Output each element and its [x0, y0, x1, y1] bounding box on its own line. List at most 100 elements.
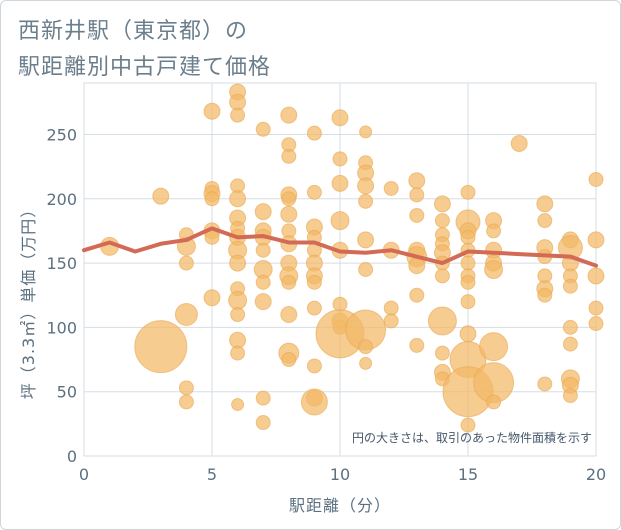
x-axis-label: 駅距離（分）	[289, 496, 391, 515]
x-tick-label: 20	[586, 465, 606, 484]
data-bubble	[588, 300, 604, 316]
data-bubble	[229, 254, 247, 272]
data-bubble	[331, 109, 349, 127]
data-bubble	[280, 306, 298, 324]
data-bubble	[178, 380, 194, 396]
data-bubble	[537, 213, 553, 229]
data-bubble	[178, 255, 194, 271]
data-bubble	[230, 107, 246, 123]
data-bubble	[254, 203, 272, 221]
data-bubble	[434, 345, 450, 361]
data-bubble	[459, 325, 477, 343]
data-bubble	[510, 134, 528, 152]
y-tick-label: 50	[57, 383, 77, 402]
data-bubble	[460, 184, 476, 200]
data-bubble	[434, 268, 450, 284]
y-tick-label: 150	[46, 254, 77, 273]
data-bubble	[204, 191, 220, 207]
y-axis-label: 坪（3.3㎡）単価（万円）	[19, 201, 38, 399]
data-bubble	[281, 274, 297, 290]
data-bubble	[359, 125, 373, 139]
data-bubble	[588, 171, 604, 187]
data-bubble	[330, 211, 350, 231]
data-bubble	[358, 262, 374, 277]
data-bubble	[306, 300, 322, 316]
data-bubble	[331, 174, 349, 192]
data-bubble	[229, 190, 247, 208]
data-bubble	[409, 187, 425, 203]
data-bubble	[479, 332, 509, 362]
data-bubble	[255, 121, 271, 137]
data-bubble	[255, 242, 271, 258]
data-bubble	[460, 274, 476, 290]
data-bubble	[134, 320, 188, 374]
size-note: 円の大きさは、取引のあった物件面積を示す	[352, 430, 592, 445]
data-bubble	[203, 289, 221, 307]
data-bubble	[383, 313, 399, 329]
data-bubble	[306, 184, 322, 200]
data-bubble	[383, 300, 399, 316]
data-bubble	[588, 316, 604, 332]
data-bubble	[178, 394, 194, 410]
data-bubble	[537, 376, 553, 392]
data-bubble	[152, 187, 170, 205]
data-bubble	[460, 229, 476, 245]
y-tick-label: 250	[46, 125, 77, 144]
data-bubble	[255, 415, 271, 431]
data-bubble	[537, 287, 553, 303]
chart-title-line1: 西新井駅（東京都）の	[18, 19, 249, 44]
trend-line	[82, 226, 598, 268]
data-bubble	[562, 319, 578, 335]
data-bubble	[486, 223, 502, 239]
data-bubble	[460, 294, 476, 310]
data-bubble	[230, 307, 246, 323]
data-bubble	[587, 231, 605, 249]
x-tick-label: 0	[79, 465, 89, 484]
data-bubble	[434, 213, 450, 229]
bubble-series	[100, 83, 605, 433]
chart-title: 西新井駅（東京都）の 駅距離別中古戸建て価格	[18, 14, 271, 86]
data-bubble	[254, 293, 272, 311]
data-bubble	[587, 267, 605, 285]
data-bubble	[409, 337, 425, 353]
y-tick-label: 0	[67, 447, 77, 466]
data-bubble	[536, 195, 554, 213]
trend-line-series	[82, 226, 598, 268]
x-tick-label: 5	[207, 465, 217, 484]
data-bubble	[306, 274, 322, 290]
data-bubble	[358, 193, 374, 209]
data-bubble	[409, 287, 425, 303]
data-bubble	[332, 296, 348, 312]
data-bubble	[486, 394, 502, 410]
data-bubble	[306, 125, 322, 141]
data-bubble	[255, 274, 271, 290]
data-bubble	[484, 260, 504, 279]
data-bubble	[357, 231, 375, 249]
data-bubble	[332, 151, 348, 167]
data-bubble	[231, 398, 245, 412]
data-bubble	[358, 339, 374, 355]
data-bubble	[460, 255, 476, 271]
data-bubble	[562, 278, 578, 294]
data-bubble	[359, 356, 373, 370]
data-bubble	[562, 336, 578, 352]
data-bubble	[281, 352, 297, 368]
data-bubble	[383, 180, 399, 196]
data-bubble	[281, 191, 297, 207]
data-bubble	[228, 290, 248, 310]
y-tick-label: 200	[46, 190, 77, 209]
x-tick-label: 10	[330, 465, 350, 484]
data-bubble	[203, 102, 221, 120]
data-bubble	[460, 417, 476, 433]
data-bubble	[255, 390, 271, 406]
chart-title-line2: 駅距離別中古戸建て価格	[18, 55, 272, 80]
data-bubble	[562, 388, 578, 404]
data-bubble	[230, 345, 246, 361]
data-bubble	[408, 172, 426, 190]
data-bubble	[280, 205, 298, 223]
data-bubble	[433, 195, 451, 213]
grid-lines	[83, 82, 597, 457]
data-bubble	[357, 177, 375, 195]
